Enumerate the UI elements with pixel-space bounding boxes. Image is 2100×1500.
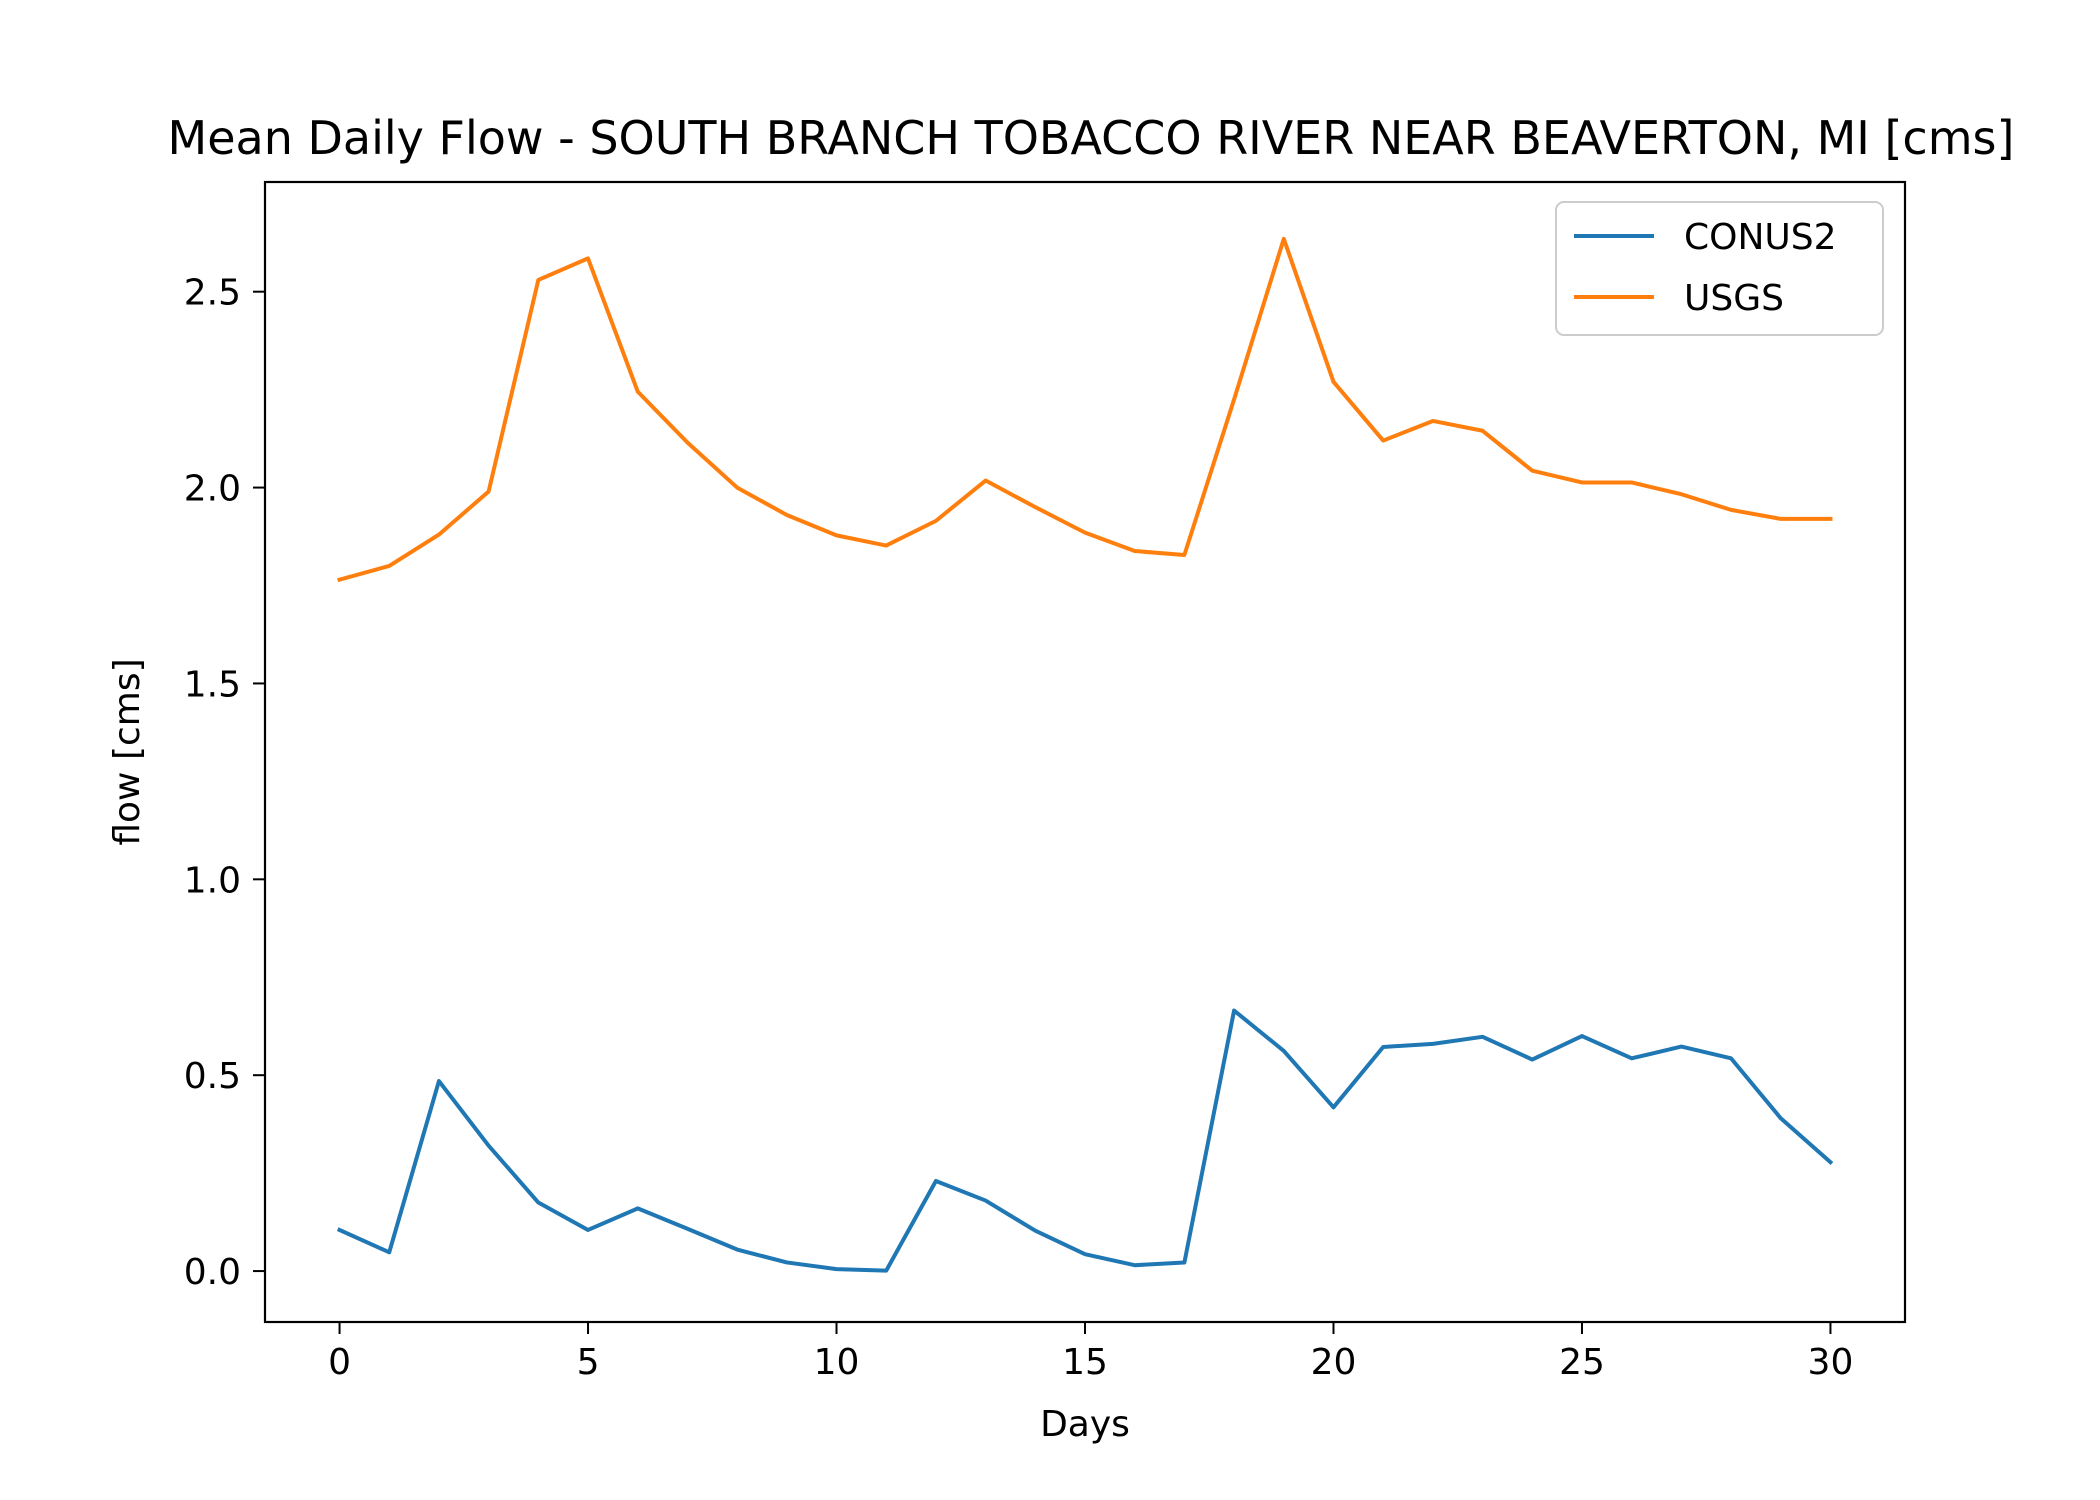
y-tick-label: 1.0: [184, 860, 241, 901]
chart-title: Mean Daily Flow - SOUTH BRANCH TOBACCO R…: [168, 111, 2015, 165]
x-tick-label: 5: [577, 1342, 600, 1383]
y-tick-label: 0.5: [184, 1056, 241, 1097]
x-tick-label: 25: [1559, 1342, 1605, 1383]
x-axis: 0 5 10 15 20 25 30: [328, 1322, 1853, 1383]
x-axis-label: Days: [1040, 1404, 1130, 1445]
legend-label-usgs: USGS: [1684, 278, 1784, 319]
y-axis-label: flow [cms]: [107, 658, 148, 845]
legend: CONUS2 USGS: [1555, 201, 1884, 336]
y-tick-label: 2.5: [184, 273, 241, 314]
x-tick-label: 15: [1062, 1342, 1108, 1383]
series-line-conus2: [336, 1008, 1834, 1273]
x-tick-label: 20: [1311, 1342, 1357, 1383]
y-tick-label: 0.0: [184, 1252, 241, 1293]
series-line-usgs: [337, 236, 1833, 583]
x-tick-label: 30: [1808, 1342, 1854, 1383]
x-tick-label: 0: [328, 1342, 351, 1383]
plot-area: [336, 236, 1834, 1273]
y-axis: 0.0 0.5 1.0 1.5 2.0 2.5: [184, 273, 265, 1293]
y-tick-label: 2.0: [184, 469, 241, 510]
x-tick-label: 10: [814, 1342, 860, 1383]
legend-label-conus2: CONUS2: [1684, 217, 1837, 258]
y-tick-label: 1.5: [184, 664, 241, 705]
